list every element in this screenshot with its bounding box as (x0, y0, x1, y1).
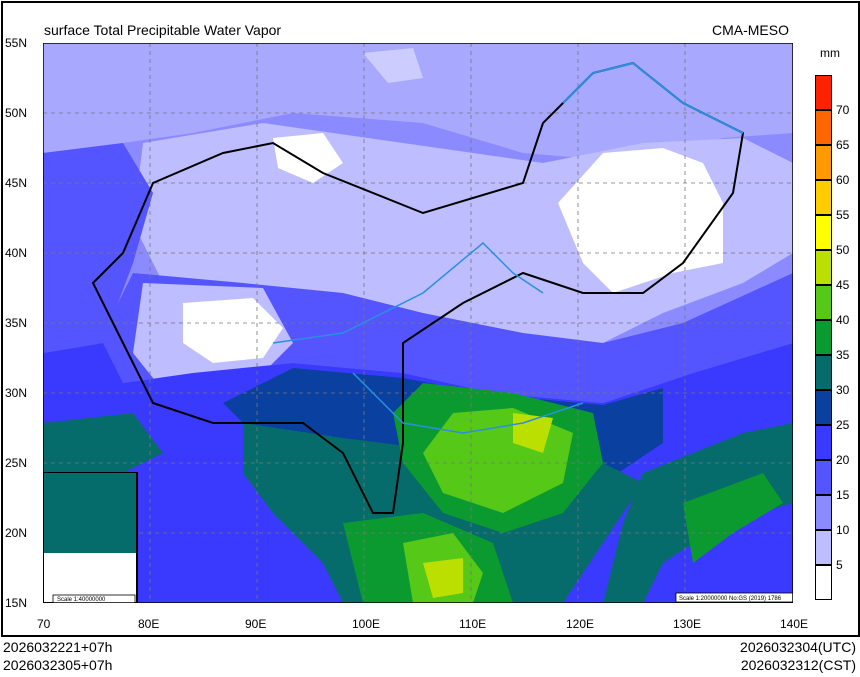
colorbar-swatch (815, 530, 832, 565)
colorbar-label: 35 (836, 348, 850, 362)
x-tick-label: 80E (138, 617, 160, 631)
field-north-blob (363, 48, 423, 83)
colorbar-swatch (815, 565, 832, 600)
y-tick-label: 35N (5, 316, 28, 330)
x-tick-label: 100E (352, 617, 381, 631)
colorbar-swatch (815, 75, 832, 110)
y-tick-label: 45N (5, 176, 28, 190)
y-tick-label: 55N (5, 36, 28, 50)
colorbar-label: 10 (836, 523, 850, 537)
river-yellow (272, 241, 544, 344)
y-tick-label: 25N (5, 456, 28, 470)
colorbar-label: 15 (836, 488, 850, 502)
field-north (43, 43, 793, 163)
inset-south-china-sea: Scale 1:40000000 (43, 472, 138, 603)
model-name: CMA-MESO (712, 22, 789, 38)
colorbar-swatch (815, 110, 832, 145)
grid-lines (43, 43, 793, 603)
valid-time-cst: 2026032312(CST) (740, 657, 856, 673)
colorbar-label: 40 (836, 313, 850, 327)
colorbar-swatch (815, 145, 832, 180)
colorbar-label: 20 (836, 453, 850, 467)
inset-scale: Scale 1:40000000 (57, 597, 106, 603)
colorbar-label: 50 (836, 243, 850, 257)
y-tick-label: 20N (5, 526, 28, 540)
colorbar-swatch (815, 180, 832, 215)
colorbar-label: 30 (836, 383, 850, 397)
field-under5-mongolia (273, 133, 343, 183)
colorbar-label: 25 (836, 418, 850, 432)
colorbar-unit: mm (820, 46, 840, 60)
colorbar-swatch (815, 250, 832, 285)
field-south-45-50 (423, 558, 463, 598)
field-ocean-35-40 (683, 473, 783, 563)
x-tick-label: 90E (245, 617, 267, 631)
river-heilongjiang (562, 61, 744, 134)
map-note: Scale 1:20000000 No:GS (2019) 1786 (679, 596, 782, 602)
colorbar-label: 55 (836, 208, 850, 222)
colorbar-swatch (815, 355, 832, 390)
map-note-box (675, 592, 793, 603)
colorbar-label: 5 (836, 558, 843, 572)
x-tick-label: 120E (566, 617, 595, 631)
colorbar-label: 60 (836, 173, 850, 187)
colorbar-swatch (815, 425, 832, 460)
x-tick-label: 70 (37, 617, 51, 631)
colorbar-label: 70 (836, 103, 850, 117)
colorbar-label: 65 (836, 138, 850, 152)
field-under5-tibet (183, 298, 283, 363)
field-west-15-20 (43, 143, 153, 353)
colorbar-swatch (815, 495, 832, 530)
valid-time-local: 2026032305+07h (3, 657, 113, 673)
x-tick-label: 110E (459, 617, 487, 631)
y-tick-label: 50N (5, 106, 28, 120)
field-under5-northeast (558, 148, 723, 293)
colorbar-swatch (815, 460, 832, 495)
y-tick-label: 15N (5, 596, 28, 610)
x-tick-label: 140E (780, 617, 809, 631)
colorbar-swatch (815, 285, 832, 320)
colorbar-label: 45 (836, 278, 850, 292)
init-time: 2026032221+07h (3, 639, 113, 655)
precipitable-water-map: Scale 1:40000000 Scale 1:20000000 No:GS … (43, 43, 793, 603)
x-tick-label: 130E (673, 617, 702, 631)
figure-frame (1, 1, 860, 637)
china-boundary (91, 61, 745, 514)
y-tick-label: 30N (5, 386, 28, 400)
colorbar-swatch (815, 320, 832, 355)
y-tick-label: 40N (5, 246, 28, 260)
colorbar-swatch (815, 390, 832, 425)
river-yangtze (352, 372, 584, 434)
colorbar-swatch (815, 215, 832, 250)
valid-time-utc: 2026032304(UTC) (740, 639, 856, 655)
map-title: surface Total Precipitable Water Vapor (44, 22, 282, 38)
